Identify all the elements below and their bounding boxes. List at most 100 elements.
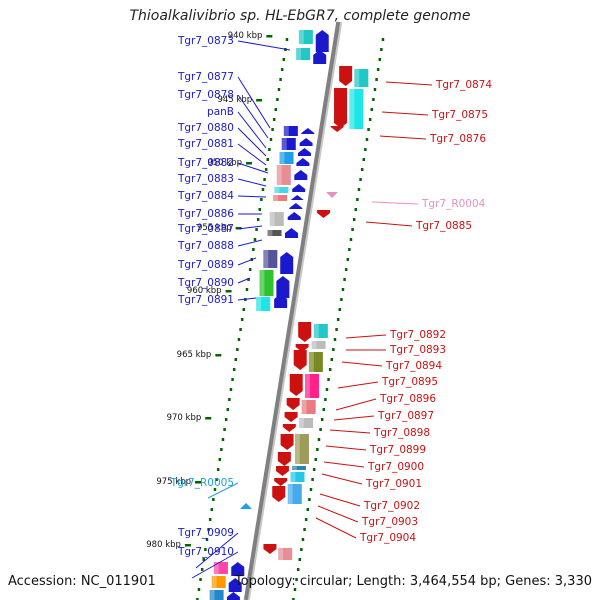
strand-dot-right [349, 238, 353, 241]
right-gene-arrow-0 [339, 66, 353, 86]
left-gene-block-9-highlight [267, 230, 273, 236]
left-gene-arrow-2 [301, 128, 315, 134]
right-gene-label: Tgr7_0898 [373, 427, 430, 439]
strand-dot-right [373, 88, 377, 91]
right-gene-block-5-body [305, 374, 320, 398]
right-gene-label: Tgr7_0885 [415, 220, 472, 232]
kbp-tick-label: 980 kbp [146, 540, 181, 550]
right-gene-block-1-highlight [349, 89, 355, 129]
right-gene-block-5 [305, 374, 320, 398]
left-leader-line [237, 195, 267, 198]
strand-dot-right [303, 528, 306, 531]
strand-dot-left [216, 468, 220, 471]
left-gene-block-7 [273, 195, 288, 201]
right-leader-line [333, 415, 375, 421]
strand-dot-right [298, 558, 302, 561]
right-gene-block-1 [349, 89, 364, 129]
strand-dot-left [280, 68, 284, 71]
strand-dot-right [370, 108, 374, 111]
left-gene-label: Tgr7_0884 [177, 190, 234, 202]
strand-dot-left [247, 278, 250, 281]
strand-dot-right [304, 518, 308, 521]
right-gene-block-9-highlight [291, 466, 297, 470]
strand-dot-right [378, 58, 382, 61]
strand-dot-right [322, 408, 326, 411]
left-gene-block-2 [283, 126, 298, 136]
strand-dot-left [229, 388, 233, 391]
left-gene-block-2-highlight [283, 126, 289, 136]
left-gene-block-1-highlight [296, 48, 302, 60]
strand-dot-right [324, 398, 327, 401]
kbp-tick-label: 965 kbp [177, 350, 212, 360]
right-leader-line [323, 461, 365, 468]
right-gene-label: Tgr7_0899 [369, 444, 426, 456]
left-gene-arrow-5 [296, 158, 310, 166]
strand-dot-left [282, 58, 286, 61]
right-leader-line [317, 505, 359, 523]
left-gene-block-11-body [259, 270, 274, 296]
strand-dot-right [343, 278, 346, 281]
strand-dot-right [330, 358, 334, 361]
right-gene-label: Tgr7_0895 [381, 376, 438, 388]
strand-dot-right [308, 498, 311, 501]
left-leader-line [237, 178, 267, 187]
left-gene-block-8-body [269, 212, 284, 226]
kbp-tick-label: 960 kbp [187, 286, 222, 296]
left-gene-block-3-body [281, 138, 296, 150]
strand-dot-left [223, 428, 226, 431]
strand-dot-right [332, 348, 335, 351]
strand-dot-right [368, 118, 372, 121]
strand-dot-left [237, 338, 241, 341]
strand-dot-left [207, 528, 210, 531]
strand-dot-right [360, 168, 364, 171]
right-gene-block-8 [294, 434, 309, 464]
right-gene-arrow-1 [334, 88, 348, 128]
right-gene-arrow-13 [275, 466, 289, 476]
strand-dot-right [367, 128, 370, 131]
strand-dot-left [199, 578, 202, 581]
strand-dot-left [277, 88, 281, 91]
right-leader-line [335, 398, 377, 411]
kbp-tick-mark [266, 35, 273, 38]
right-gene-block-3-body [311, 341, 326, 349]
strand-dot-right [341, 288, 345, 291]
strand-dot-left [264, 168, 268, 171]
strand-dot-right [372, 98, 375, 101]
left-gene-block-3 [281, 138, 296, 150]
left-gene-label: Tgr7_0887 [177, 223, 234, 235]
strand-dot-left [256, 218, 260, 221]
right-gene-arrow-7 [289, 374, 303, 396]
left-leader-line [237, 76, 271, 129]
right-gene-arrow-9 [284, 412, 298, 422]
strand-dot-right [309, 488, 313, 491]
left-gene-block-8-highlight [269, 212, 275, 226]
kbp-tick-label: 975 kbp [156, 477, 191, 487]
left-gene-block-13 [213, 562, 228, 574]
strand-dot-right [328, 368, 332, 371]
right-leader-line [381, 111, 429, 116]
right-gene-arrow-2 [330, 126, 344, 132]
left-gene-block-4 [279, 152, 294, 164]
strand-dot-right [381, 38, 385, 41]
right-gene-label: Tgr7_0892 [389, 329, 446, 341]
left-gene-block-8 [269, 212, 284, 226]
right-leader-line [329, 429, 371, 434]
right-gene-block-12-body [278, 548, 293, 560]
strand-dot-right [380, 48, 383, 51]
left-gene-label: Tgr7_0881 [177, 138, 234, 150]
right-gene-block-11-body [287, 484, 302, 504]
right-leader-line [325, 445, 367, 451]
right-leader-line [365, 221, 413, 227]
right-leader-line [385, 81, 433, 86]
left-gene-block-15-body [209, 590, 224, 600]
left-gene-arrow-7 [292, 184, 306, 192]
strand-dot-left [208, 518, 212, 521]
right-leader-line [379, 135, 427, 140]
strand-dot-right [293, 588, 297, 591]
left-leader-line [237, 162, 269, 174]
left-gene-arrow-8 [290, 195, 304, 200]
strand-dot-right [375, 78, 378, 81]
right-gene-label: Tgr7_0894 [385, 360, 442, 372]
left-leader-line [237, 257, 257, 266]
left-gene-block-12-highlight [256, 297, 262, 311]
